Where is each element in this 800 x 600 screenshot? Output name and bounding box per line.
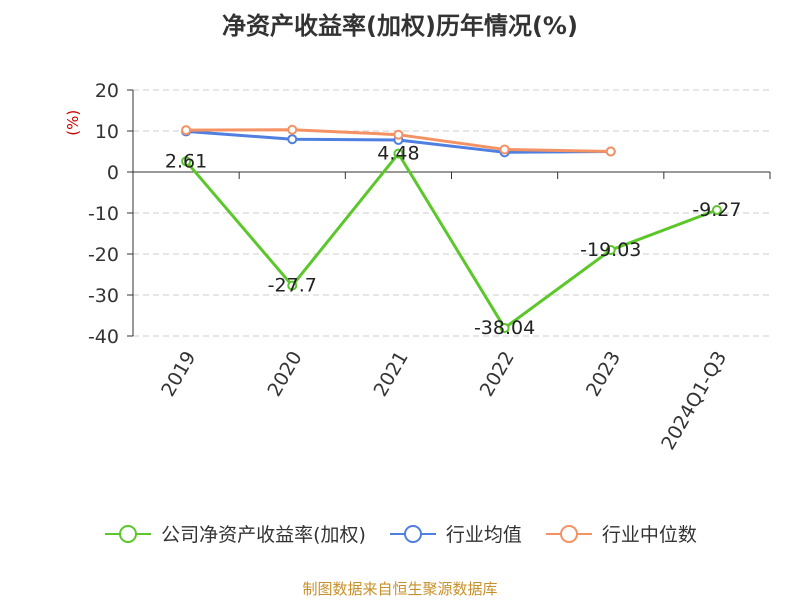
data-label-0: 2.61 — [165, 150, 207, 172]
legend: 公司净资产收益率(加权) 行业均值 行业中位数 — [0, 520, 800, 547]
series-0-point-0 — [181, 156, 192, 167]
series-2-point-1 — [287, 124, 298, 135]
y-tick-label-3: -10 — [88, 203, 119, 225]
series-1-point-1 — [287, 134, 298, 145]
data-label-4: -19.03 — [580, 239, 641, 261]
legend-item-industry-median[interactable]: 行业中位数 — [544, 520, 697, 547]
legend-marker-company — [105, 524, 152, 543]
x-tick-label-0: 2019 — [157, 348, 200, 401]
legend-item-company[interactable]: 公司净资产收益率(加权) — [103, 520, 366, 547]
y-axis-title: (%) — [64, 110, 82, 136]
legend-marker-industry-mean — [389, 524, 436, 543]
x-tick-label-5: 2024Q1-Q3 — [657, 348, 731, 454]
series-2-point-0 — [181, 125, 192, 136]
series-0-point-2 — [393, 148, 404, 159]
series-line-0 — [184, 152, 718, 330]
x-tick-label-3: 2022 — [476, 348, 519, 401]
y-tick-label-4: -20 — [88, 244, 119, 266]
series-0-point-5 — [711, 205, 722, 216]
series-2-point-4 — [605, 146, 616, 157]
legend-label-industry-median: 行业中位数 — [601, 524, 697, 546]
x-tick-label-4: 2023 — [582, 348, 625, 401]
x-tick-label-1: 2020 — [263, 348, 306, 401]
legend-label-company: 公司净资产收益率(加权) — [161, 524, 366, 546]
chart-title: 净资产收益率(加权)历年情况(%) — [222, 12, 578, 40]
data-label-5: -9.27 — [692, 199, 741, 221]
series-2-point-3 — [499, 144, 510, 155]
legend-marker-industry-median — [545, 524, 592, 543]
y-tick-label-1: 10 — [95, 121, 119, 143]
legend-item-industry-mean[interactable]: 行业均值 — [388, 520, 522, 547]
x-tick-label-2: 2021 — [370, 348, 413, 401]
data-label-3: -38.04 — [474, 317, 535, 339]
y-tick-label-2: 0 — [107, 162, 119, 184]
series-0-point-4 — [605, 245, 616, 256]
series-0-point-1 — [287, 280, 298, 291]
y-tick-label-5: -30 — [88, 285, 119, 307]
y-tick-label-6: -40 — [88, 326, 119, 348]
series-2-point-2 — [393, 129, 404, 140]
data-label-2: 4.48 — [377, 143, 419, 165]
y-tick-label-0: 20 — [95, 80, 119, 102]
source-note: 制图数据来自恒生聚源数据库 — [302, 580, 498, 598]
series-0-point-3 — [499, 322, 510, 333]
legend-label-industry-mean: 行业均值 — [445, 524, 522, 546]
data-label-1: -27.7 — [268, 275, 317, 297]
